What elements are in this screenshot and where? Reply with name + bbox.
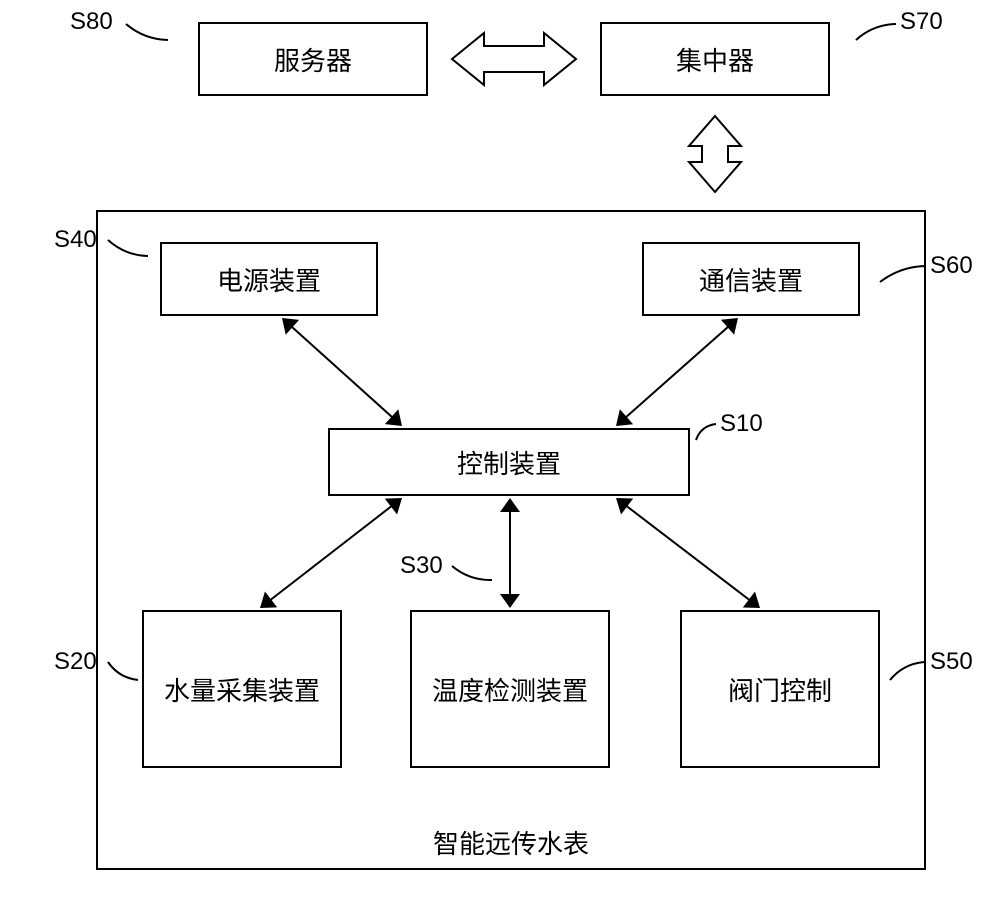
- server-label: 服务器: [274, 41, 352, 78]
- concentrator-label: 集中器: [676, 41, 754, 78]
- comm-label: 通信装置: [699, 261, 803, 298]
- concentrator-box: 集中器: [600, 22, 830, 96]
- annotation-s70: S70: [900, 8, 943, 36]
- diagram-canvas: 服务器 集中器 电源装置 通信装置 控制装置 水量采集装置 温度检测装置 阀门控…: [0, 0, 1000, 901]
- server-box: 服务器: [198, 22, 428, 96]
- annotation-s20: S20: [54, 648, 97, 676]
- control-label: 控制装置: [457, 444, 561, 481]
- control-box: 控制装置: [328, 428, 690, 496]
- water-box: 水量采集装置: [142, 610, 342, 768]
- power-box: 电源装置: [160, 242, 378, 316]
- annotation-s10: S10: [720, 410, 763, 438]
- comm-box: 通信装置: [642, 242, 860, 316]
- valve-label: 阀门控制: [728, 671, 832, 708]
- annotation-s60: S60: [930, 252, 973, 280]
- temp-box: 温度检测装置: [410, 610, 610, 768]
- annotation-s30: S30: [400, 552, 443, 580]
- temp-label: 温度检测装置: [432, 671, 588, 708]
- annotation-s50: S50: [930, 648, 973, 676]
- annotation-s80: S80: [70, 8, 113, 36]
- annotation-s40: S40: [54, 226, 97, 254]
- power-label: 电源装置: [217, 261, 321, 298]
- container-caption: 智能远传水表: [433, 824, 589, 861]
- valve-box: 阀门控制: [680, 610, 880, 768]
- water-label: 水量采集装置: [164, 671, 320, 708]
